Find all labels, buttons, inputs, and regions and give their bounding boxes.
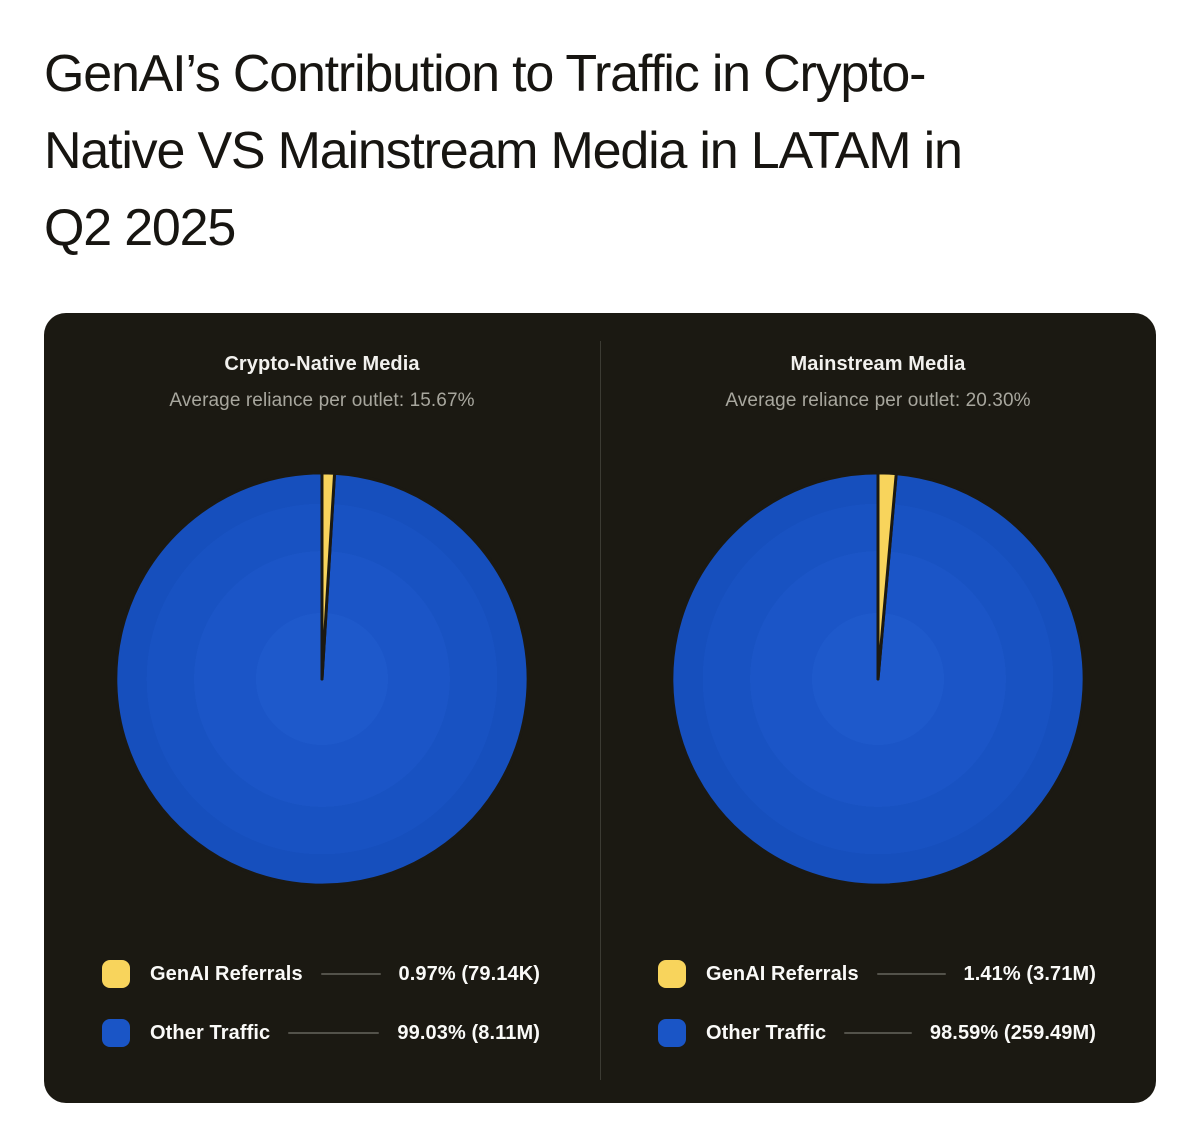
page-title-line-2: Native VS Mainstream Media in LATAM in	[44, 122, 963, 180]
page-title-line-1: GenAI’s Contribution to Traffic in Crypt…	[44, 45, 926, 103]
legend-swatch-other	[102, 1019, 130, 1047]
legend-row-genai-referrals: GenAI Referrals 1.41% (3.71M)	[658, 960, 1096, 988]
legend-label: GenAI Referrals	[150, 962, 303, 985]
pie-chart-crypto-native	[105, 462, 539, 896]
pie-svg-crypto-native	[114, 471, 530, 887]
pie-svg-mainstream	[670, 471, 1086, 887]
panel-divider	[599, 341, 601, 1080]
legend-leader-line	[320, 973, 381, 975]
legend-value: 0.97% (79.14K)	[398, 962, 540, 985]
panel-title-mainstream: Mainstream Media	[790, 353, 966, 375]
page-title: GenAI’s Contribution to Traffic in Crypt…	[44, 0, 1156, 267]
legend-swatch-genai	[658, 960, 686, 988]
legend-leader-line	[288, 1032, 380, 1034]
legend-label: GenAI Referrals	[706, 962, 859, 985]
legend-row-other-traffic: Other Traffic 99.03% (8.11M)	[102, 1019, 540, 1047]
legend-label: Other Traffic	[706, 1021, 827, 1044]
pie-chart-mainstream	[661, 462, 1095, 896]
legend-value: 99.03% (8.11M)	[397, 1021, 540, 1044]
page-title-line-3: Q2 2025	[44, 199, 236, 257]
legend-swatch-other	[658, 1019, 686, 1047]
legend-swatch-genai	[102, 960, 130, 988]
legend-crypto-native: GenAI Referrals 0.97% (79.14K) Other Tra…	[44, 960, 600, 1047]
legend-value: 1.41% (3.71M)	[963, 962, 1096, 985]
chart-card: Crypto-Native Media Average reliance per…	[44, 313, 1156, 1103]
legend-leader-line	[844, 1032, 912, 1034]
legend-row-other-traffic: Other Traffic 98.59% (259.49M)	[658, 1019, 1096, 1047]
panel-crypto-native: Crypto-Native Media Average reliance per…	[44, 313, 600, 1103]
legend-mainstream: GenAI Referrals 1.41% (3.71M) Other Traf…	[600, 960, 1156, 1047]
panel-subtitle-crypto-native: Average reliance per outlet: 15.67%	[169, 390, 475, 411]
legend-value: 98.59% (259.49M)	[929, 1021, 1096, 1044]
legend-row-genai-referrals: GenAI Referrals 0.97% (79.14K)	[102, 960, 540, 988]
pie-slice-genai-referrals	[876, 471, 898, 681]
legend-leader-line	[876, 973, 946, 975]
legend-label: Other Traffic	[150, 1021, 271, 1044]
panel-mainstream: Mainstream Media Average reliance per ou…	[600, 313, 1156, 1103]
panel-subtitle-mainstream: Average reliance per outlet: 20.30%	[725, 390, 1031, 411]
panel-title-crypto-native: Crypto-Native Media	[224, 353, 420, 375]
page: GenAI’s Contribution to Traffic in Crypt…	[44, 0, 1156, 1103]
pie-slice-genai-referrals	[320, 471, 337, 681]
